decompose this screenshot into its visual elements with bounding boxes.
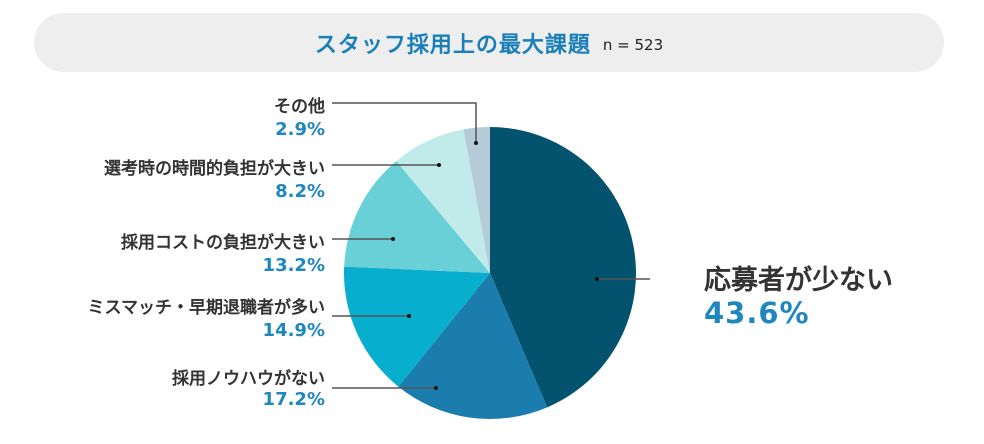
pct-cost: 13.2% [262,255,325,276]
label-selection-time: 選考時の時間的負担が大きい [104,159,325,179]
leader-dot [595,277,599,281]
leader-dot [474,141,478,145]
label-cost: 採用コストの負担が大きい [121,233,325,253]
leader-dot [391,237,395,241]
pie-slice [463,127,490,273]
leader-dot [437,163,441,167]
pct-selection-time: 8.2% [275,181,325,202]
leader-line [332,102,477,143]
pct-mismatch: 14.9% [262,320,325,341]
label-few-applicants: 応募者が少ない [704,265,893,296]
pie-slice [398,273,548,420]
label-other: その他 [274,97,325,117]
sample-size: n = 523 [602,35,664,54]
pie-slice [344,266,490,387]
title-bar: スタッフ採用上の最大課題 n = 523 [34,13,944,72]
pie-slice [490,127,636,408]
pct-few-applicants: 43.6% [704,296,810,330]
pct-knowhow: 17.2% [262,389,325,410]
pct-other: 2.9% [275,119,325,140]
leader-dot [434,386,438,390]
label-mismatch: ミスマッチ・早期退職者が多い [87,298,326,318]
chart-title: スタッフ採用上の最大課題 [314,32,591,58]
label-knowhow: 採用ノウハウがない [172,369,325,389]
pie-slice [344,161,490,273]
leader-dot [407,314,411,318]
